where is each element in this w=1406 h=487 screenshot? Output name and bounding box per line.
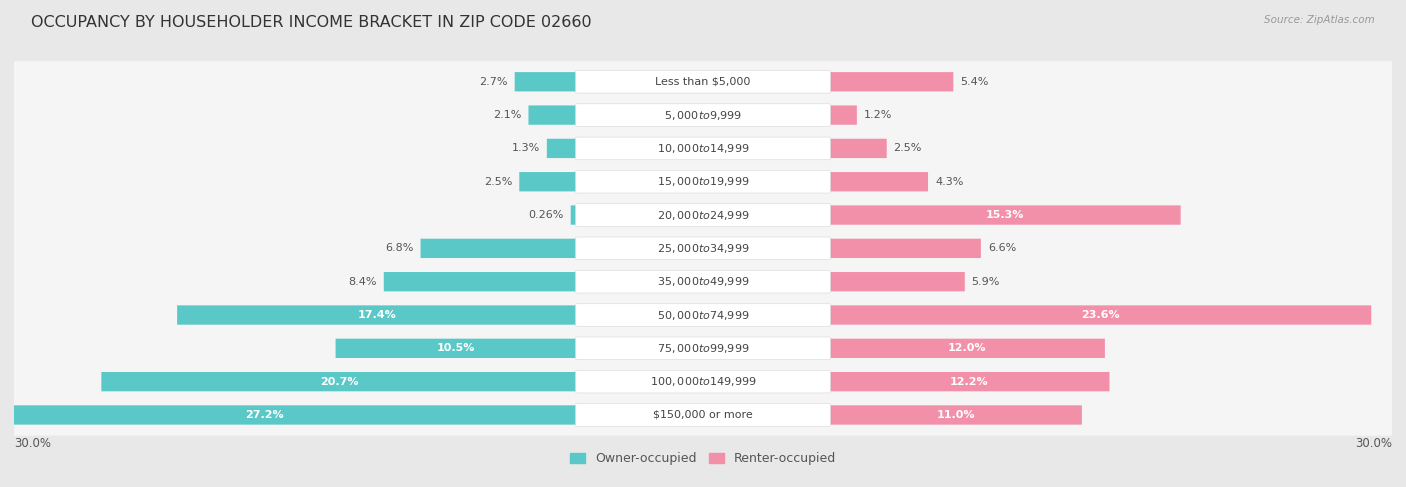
Text: $100,000 to $149,999: $100,000 to $149,999 [650,375,756,388]
Text: 6.6%: 6.6% [988,244,1017,253]
Text: 12.0%: 12.0% [948,343,987,354]
FancyBboxPatch shape [515,72,576,92]
Text: $150,000 or more: $150,000 or more [654,410,752,420]
FancyBboxPatch shape [575,304,831,326]
FancyBboxPatch shape [830,239,981,258]
Text: 8.4%: 8.4% [349,277,377,287]
Text: $25,000 to $34,999: $25,000 to $34,999 [657,242,749,255]
Text: Source: ZipAtlas.com: Source: ZipAtlas.com [1264,15,1375,25]
FancyBboxPatch shape [830,338,1105,358]
FancyBboxPatch shape [575,337,831,360]
FancyBboxPatch shape [575,404,831,426]
FancyBboxPatch shape [575,237,831,260]
Text: 17.4%: 17.4% [357,310,396,320]
FancyBboxPatch shape [11,328,1395,369]
Text: 0.26%: 0.26% [529,210,564,220]
FancyBboxPatch shape [575,170,831,193]
FancyBboxPatch shape [575,71,831,93]
FancyBboxPatch shape [11,228,1395,269]
Text: $50,000 to $74,999: $50,000 to $74,999 [657,308,749,321]
Text: Less than $5,000: Less than $5,000 [655,77,751,87]
Text: 2.5%: 2.5% [894,143,922,153]
FancyBboxPatch shape [830,206,1181,225]
FancyBboxPatch shape [575,204,831,226]
FancyBboxPatch shape [11,294,1395,336]
FancyBboxPatch shape [575,270,831,293]
Text: 30.0%: 30.0% [1355,437,1392,450]
Text: $35,000 to $49,999: $35,000 to $49,999 [657,275,749,288]
FancyBboxPatch shape [101,372,576,392]
FancyBboxPatch shape [575,370,831,393]
Text: 10.5%: 10.5% [437,343,475,354]
FancyBboxPatch shape [529,105,576,125]
Text: 5.9%: 5.9% [972,277,1000,287]
FancyBboxPatch shape [177,305,576,325]
Text: 2.1%: 2.1% [494,110,522,120]
Text: $20,000 to $24,999: $20,000 to $24,999 [657,208,749,222]
Text: 1.2%: 1.2% [863,110,893,120]
FancyBboxPatch shape [11,261,1395,302]
FancyBboxPatch shape [11,61,1395,102]
FancyBboxPatch shape [11,394,1395,436]
Text: 11.0%: 11.0% [936,410,974,420]
Text: $75,000 to $99,999: $75,000 to $99,999 [657,342,749,355]
FancyBboxPatch shape [575,137,831,160]
Text: 2.7%: 2.7% [479,77,508,87]
FancyBboxPatch shape [420,239,576,258]
Text: 4.3%: 4.3% [935,177,963,187]
FancyBboxPatch shape [11,194,1395,236]
FancyBboxPatch shape [336,338,576,358]
FancyBboxPatch shape [830,172,928,191]
FancyBboxPatch shape [11,94,1395,136]
FancyBboxPatch shape [830,372,1109,392]
FancyBboxPatch shape [830,105,856,125]
Text: 1.3%: 1.3% [512,143,540,153]
Text: 20.7%: 20.7% [319,376,359,387]
Text: 6.8%: 6.8% [385,244,413,253]
Text: 30.0%: 30.0% [14,437,51,450]
FancyBboxPatch shape [830,305,1371,325]
FancyBboxPatch shape [11,361,1395,402]
Text: OCCUPANCY BY HOUSEHOLDER INCOME BRACKET IN ZIP CODE 02660: OCCUPANCY BY HOUSEHOLDER INCOME BRACKET … [31,15,592,30]
Text: $10,000 to $14,999: $10,000 to $14,999 [657,142,749,155]
Text: $15,000 to $19,999: $15,000 to $19,999 [657,175,749,188]
FancyBboxPatch shape [384,272,576,291]
FancyBboxPatch shape [830,405,1083,425]
Text: 23.6%: 23.6% [1081,310,1119,320]
FancyBboxPatch shape [830,72,953,92]
Text: 27.2%: 27.2% [245,410,284,420]
Text: 12.2%: 12.2% [950,376,988,387]
FancyBboxPatch shape [0,405,576,425]
Text: 2.5%: 2.5% [484,177,512,187]
Text: 5.4%: 5.4% [960,77,988,87]
Legend: Owner-occupied, Renter-occupied: Owner-occupied, Renter-occupied [565,447,841,470]
FancyBboxPatch shape [575,104,831,127]
FancyBboxPatch shape [519,172,576,191]
FancyBboxPatch shape [547,139,576,158]
FancyBboxPatch shape [11,128,1395,169]
FancyBboxPatch shape [11,161,1395,203]
Text: 15.3%: 15.3% [986,210,1024,220]
FancyBboxPatch shape [571,206,576,225]
FancyBboxPatch shape [830,139,887,158]
Text: $5,000 to $9,999: $5,000 to $9,999 [664,109,742,122]
FancyBboxPatch shape [830,272,965,291]
